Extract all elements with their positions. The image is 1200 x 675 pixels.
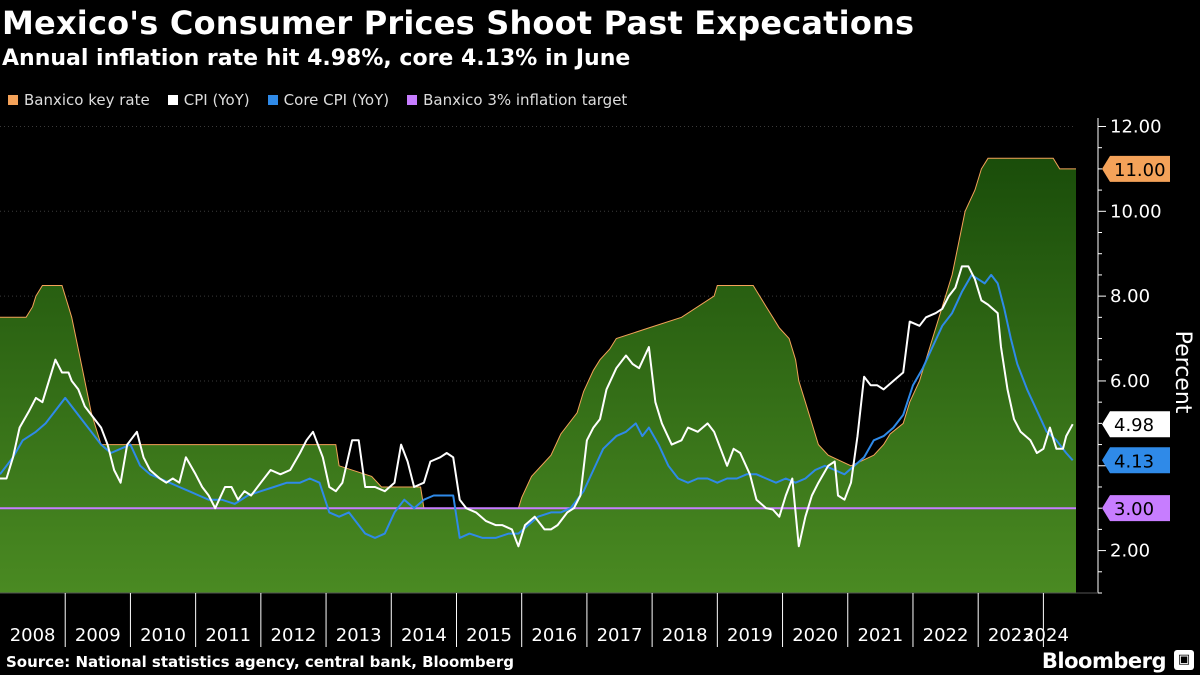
cpi-end-tag-text: 4.98 <box>1114 415 1154 436</box>
legend: Banxico key rate CPI (YoY) Core CPI (YoY… <box>8 91 627 109</box>
key-rate-end-tag-bg <box>1102 155 1170 182</box>
cpi-end-tag: 4.98 <box>1102 411 1170 438</box>
x-tick-label-2013: 2013 <box>336 625 382 646</box>
key-rate-end-tag-text: 11.00 <box>1114 160 1166 181</box>
x-tick-label-2023: 2023 <box>988 625 1034 646</box>
legend-label-core-cpi: Core CPI (YoY) <box>283 91 390 109</box>
cpi-line <box>0 265 1074 548</box>
x-tick-label-2014: 2014 <box>401 625 447 646</box>
legend-item-core-cpi: Core CPI (YoY) <box>267 91 390 109</box>
legend-item-target: Banxico 3% inflation target <box>407 91 627 109</box>
legend-swatch-core-cpi <box>267 95 278 105</box>
legend-swatch-cpi <box>167 95 178 105</box>
core-cpi-end-tag: 4.13 <box>1102 447 1170 474</box>
x-tick-label-2018: 2018 <box>662 625 708 646</box>
x-tick-label-2020: 2020 <box>792 625 838 646</box>
chart-subtitle: Annual inflation rate hit 4.98%, core 4.… <box>2 46 631 71</box>
legend-swatch-key-rate <box>8 95 18 105</box>
x-tick-label-2009: 2009 <box>75 625 121 646</box>
y-axis-label: Percent <box>1170 331 1195 414</box>
x-tick-label-2017: 2017 <box>597 625 643 646</box>
y-tick-label-2: 8.00 <box>1110 286 1150 307</box>
legend-label-target: Banxico 3% inflation target <box>423 91 628 109</box>
target-end-tag: 3.00 <box>1102 495 1170 522</box>
plot-area <box>0 125 1076 594</box>
legend-item-key-rate: Banxico key rate <box>8 91 150 109</box>
y-tick-label-0: 2.00 <box>1110 541 1150 562</box>
y-tick-label-3: 10.00 <box>1110 201 1162 222</box>
core-cpi-end-tag-text: 4.13 <box>1114 451 1154 472</box>
target-end-tag-text: 3.00 <box>1114 499 1154 520</box>
x-tick-label-2011: 2011 <box>205 625 251 646</box>
x-tick-label-2010: 2010 <box>140 625 186 646</box>
x-tick-label-2012: 2012 <box>271 625 317 646</box>
x-tick-label-2008: 2008 <box>10 625 56 646</box>
source-note: Source: National statistics agency, cent… <box>6 653 514 671</box>
legend-item-cpi: CPI (YoY) <box>167 91 250 109</box>
x-tick-label-2019: 2019 <box>727 625 773 646</box>
axes: 2.00 6.00 8.00 10.00 12.00 2008 2009 2010 2011 20… <box>0 116 1170 647</box>
legend-label-key-rate: Banxico key rate <box>24 91 150 109</box>
core-cpi-line <box>0 273 1074 539</box>
x-tick-label-2024: 2024 <box>1023 625 1069 646</box>
legend-label-cpi: CPI (YoY) <box>183 91 250 109</box>
x-tick-label-2015: 2015 <box>466 625 512 646</box>
chart-title: Mexico's Consumer Prices Shoot Past Expe… <box>2 4 915 42</box>
x-tick-label-2021: 2021 <box>857 625 903 646</box>
key-rate-area <box>0 158 1076 594</box>
target-end-tag-bg <box>1102 495 1170 522</box>
x-tick-label-2016: 2016 <box>531 625 577 646</box>
key-rate-end-tag: 11.00 <box>1102 155 1170 182</box>
core-cpi-end-tag-bg <box>1102 447 1170 474</box>
bloomberg-logo: Bloomberg <box>1041 649 1167 673</box>
y-tick-label-1: 6.00 <box>1110 371 1150 392</box>
y-tick-label-4: 12.00 <box>1110 116 1162 137</box>
x-tick-label-2022: 2022 <box>923 625 969 646</box>
legend-swatch-target <box>407 95 418 105</box>
bloomberg-icon: ▣ <box>1174 650 1194 670</box>
cpi-end-tag-bg <box>1102 411 1170 438</box>
